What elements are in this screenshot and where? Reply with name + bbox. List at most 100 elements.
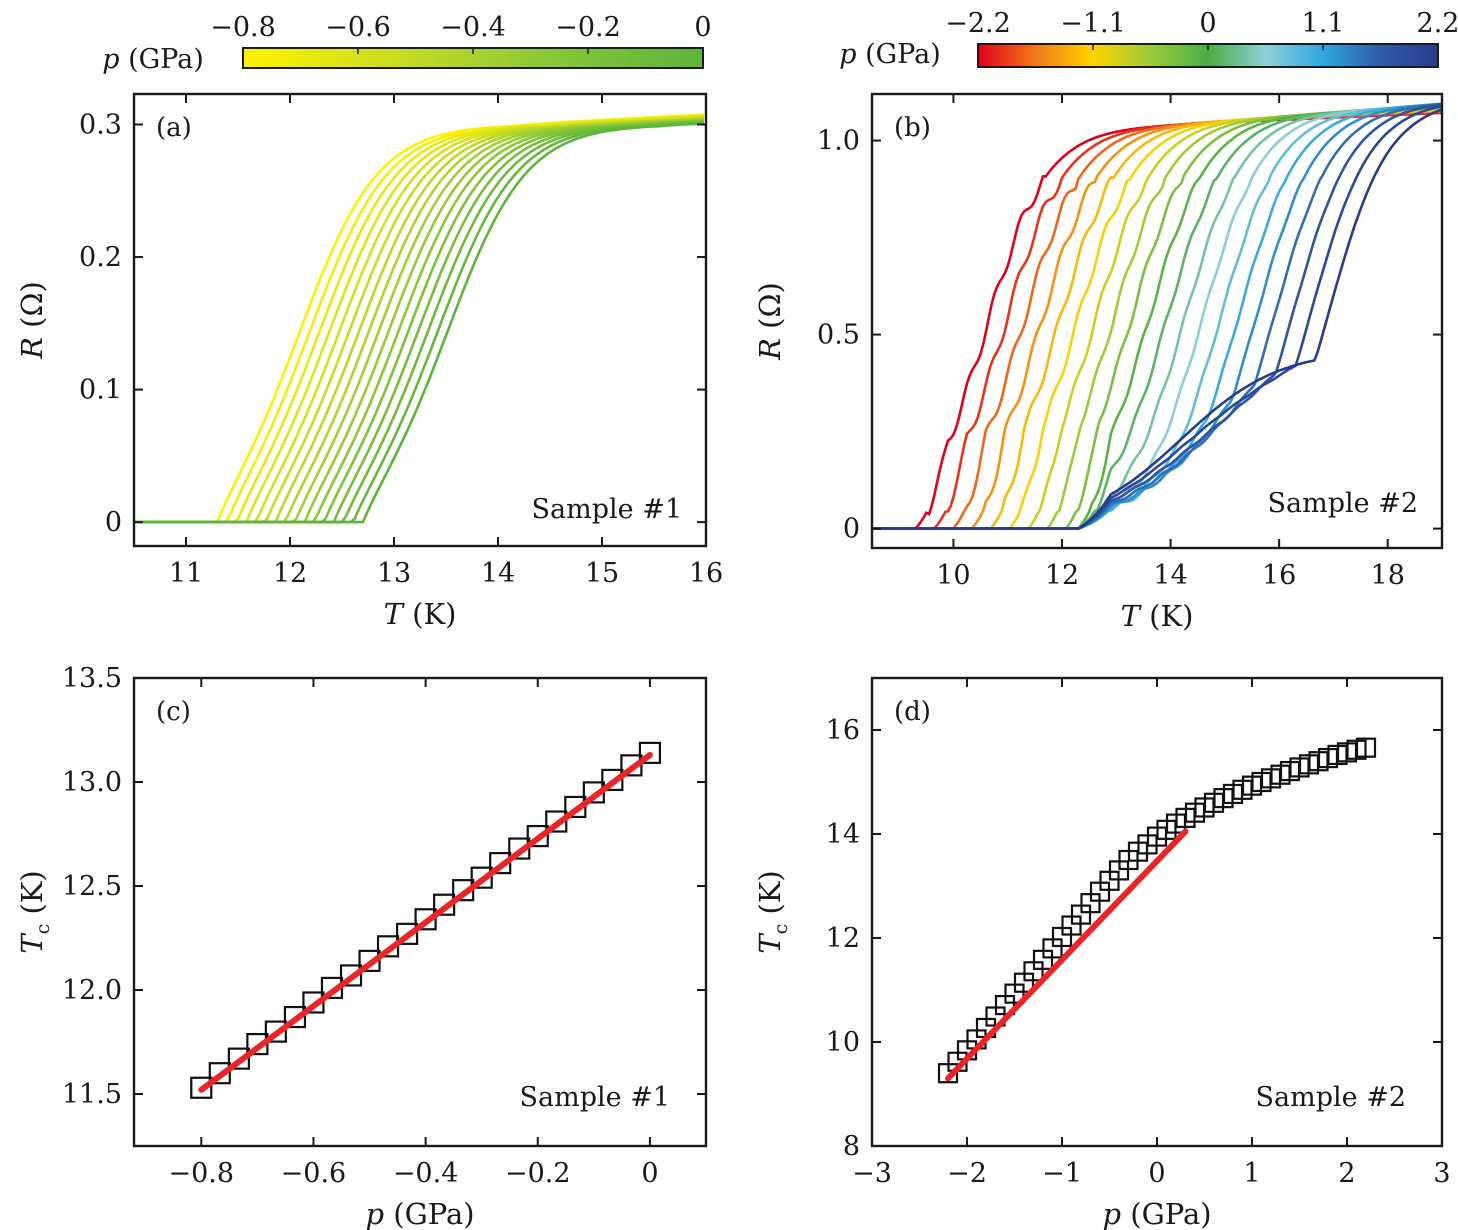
data-point <box>638 741 662 764</box>
panel-label: (b) <box>894 113 931 143</box>
sample-annotation: Sample #1 <box>520 1082 670 1113</box>
fit-line <box>945 828 1189 1082</box>
data-point <box>396 922 419 945</box>
colorbar-tick-label: −0.4 <box>440 12 506 43</box>
sample-annotation: Sample #2 <box>1268 488 1418 519</box>
y-axis-label: Tc (K) <box>15 870 54 954</box>
series-line <box>134 116 704 524</box>
x-tick-label: 18 <box>1371 560 1405 591</box>
data-point <box>1355 737 1377 758</box>
data-point <box>526 824 549 848</box>
y-tick-label: 13.5 <box>62 663 122 694</box>
x-tick-label: 12 <box>1045 560 1079 591</box>
sample-annotation: Sample #2 <box>1256 1082 1406 1113</box>
series-line <box>872 104 1442 530</box>
x-tick-label: 2 <box>1338 1158 1355 1189</box>
x-tick-label: 15 <box>585 558 619 589</box>
data-point <box>190 1076 213 1099</box>
x-tick-label: −3 <box>852 1158 892 1189</box>
y-tick-label: 8 <box>843 1131 860 1162</box>
data-point <box>620 754 643 777</box>
series-line <box>134 114 704 524</box>
y-tick-label: 0 <box>105 507 122 538</box>
x-tick-label: 14 <box>1153 560 1187 591</box>
y-tick-label: 13.0 <box>62 767 122 798</box>
chart-panel-a: 11 12 13 14 15 16 0 0.1 0.2 0.3 T (K) R (Ω) (a) Sampl… <box>15 92 723 631</box>
x-tick-label: −0.4 <box>393 1158 459 1189</box>
series-line <box>872 103 1442 530</box>
series-line <box>872 105 1442 530</box>
x-tick-label: −1 <box>1042 1158 1082 1189</box>
data-point <box>227 1047 250 1070</box>
data-point <box>545 810 568 833</box>
series-line <box>134 113 704 524</box>
colorbar-cb-a: −0.8 −0.6 −0.4 −0.2 0 p (GPa) <box>102 12 711 75</box>
plot-area-a <box>134 113 704 524</box>
x-axis-label: T (K) <box>1121 599 1194 633</box>
y-tick-label: 16 <box>826 715 860 746</box>
panel-label: (c) <box>156 697 191 727</box>
y-tick-label: 12.0 <box>62 975 122 1006</box>
data-point <box>470 866 493 889</box>
y-tick-label: 0.2 <box>79 242 122 273</box>
x-tick-label: 16 <box>1262 560 1296 591</box>
colorbar-tick-label: 0 <box>1199 8 1216 39</box>
series-line <box>134 117 704 524</box>
x-axis-label: T (K) <box>384 597 457 631</box>
series-line <box>134 122 704 524</box>
data-point <box>489 852 512 875</box>
series-line <box>872 102 1442 530</box>
x-tick-label: −2 <box>947 1158 987 1189</box>
colorbar-tick-label: 0 <box>694 12 711 43</box>
plot-area-d <box>937 737 1377 1084</box>
x-axis-label: p (GPa) <box>1102 1197 1211 1230</box>
colorbar-tick-label: −0.8 <box>210 12 276 43</box>
axes-frame-c <box>132 676 708 1148</box>
y-axis-label: Tc (K) <box>753 870 792 954</box>
series-line <box>872 103 1442 530</box>
x-tick-label: 12 <box>273 558 307 589</box>
data-point <box>601 768 624 792</box>
y-tick-label: 12.5 <box>62 871 122 902</box>
colorbar-tick-label: 1.1 <box>1302 8 1345 39</box>
x-tick-label: −0.8 <box>169 1158 235 1189</box>
y-tick-label: 11.5 <box>62 1079 122 1110</box>
y-tick-label: 10 <box>826 1027 860 1058</box>
series-line <box>134 118 704 524</box>
fit-line <box>198 751 653 1093</box>
y-tick-label: 0.5 <box>817 320 860 351</box>
series-line <box>872 105 1442 530</box>
data-point <box>339 964 363 987</box>
series-line <box>134 114 704 524</box>
axes-frame-b <box>870 92 1444 550</box>
plot-area-c <box>190 741 662 1099</box>
data-point <box>302 991 325 1014</box>
y-tick-label: 0.1 <box>79 375 122 406</box>
x-tick-label: 3 <box>1433 1158 1450 1189</box>
panel-label: (a) <box>156 113 192 143</box>
y-tick-label: 14 <box>826 819 860 850</box>
colorbar-tick-label: −0.2 <box>555 12 621 43</box>
x-tick-label: 13 <box>377 558 411 589</box>
x-tick-label: −0.2 <box>505 1158 571 1189</box>
panel-label: (d) <box>894 697 931 727</box>
series-line <box>134 116 704 524</box>
series-line <box>872 102 1442 530</box>
x-tick-label: 0 <box>641 1158 658 1189</box>
colorbar-tick-label: −2.2 <box>945 8 1011 39</box>
x-tick-label: 14 <box>481 558 515 589</box>
x-tick-label: −0.6 <box>281 1158 347 1189</box>
y-axis-label: R (Ω) <box>15 281 49 360</box>
series-line <box>872 103 1442 530</box>
x-tick-label: 16 <box>689 558 723 589</box>
colorbar-cb-b: −2.2 −1.1 0 1.1 2.2 p (GPa) <box>839 8 1458 70</box>
series-line <box>872 108 1442 530</box>
sample-annotation: Sample #1 <box>532 494 682 525</box>
data-point <box>208 1062 231 1085</box>
x-tick-label: 1 <box>1243 1158 1260 1189</box>
colorbar-tick-label: 2.2 <box>1417 8 1458 39</box>
data-point <box>564 795 587 819</box>
x-tick-label: 11 <box>169 558 203 589</box>
